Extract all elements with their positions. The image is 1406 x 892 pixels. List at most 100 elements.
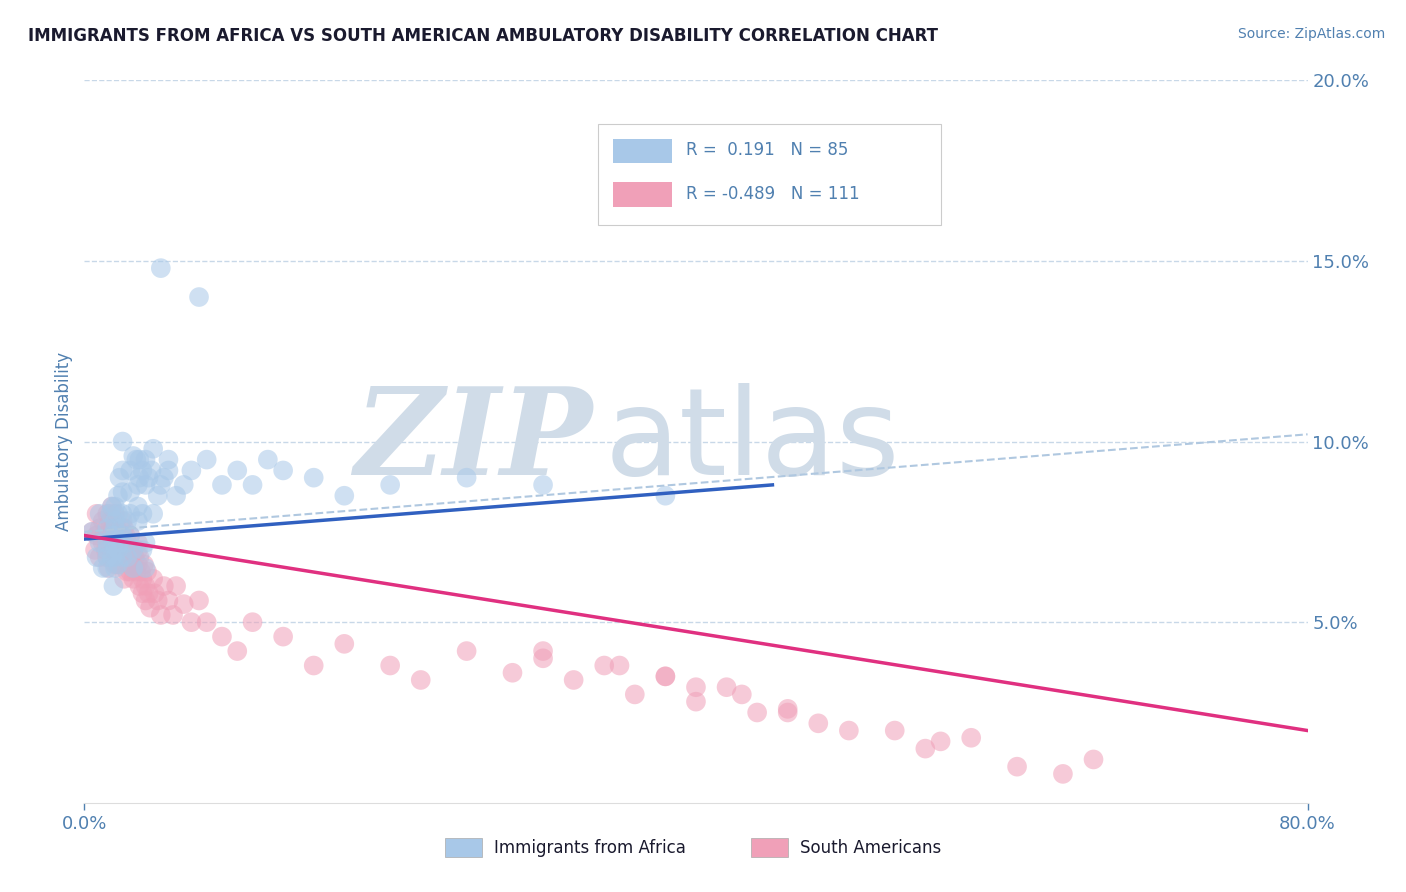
Point	[103, 521, 125, 535]
Point	[86, 507, 108, 521]
Point	[132, 558, 155, 572]
Point	[125, 452, 148, 467]
Point	[380, 478, 402, 492]
Point	[654, 669, 676, 683]
Point	[80, 524, 103, 539]
Point	[111, 463, 134, 477]
Point	[112, 521, 135, 535]
Point	[96, 521, 118, 535]
Text: ZIP: ZIP	[354, 383, 592, 500]
Point	[108, 471, 131, 485]
Point	[104, 561, 127, 575]
Point	[914, 741, 936, 756]
Point	[115, 514, 138, 528]
Point	[142, 507, 165, 521]
Point	[456, 644, 478, 658]
Point	[104, 550, 127, 565]
Point	[103, 579, 125, 593]
FancyBboxPatch shape	[613, 182, 672, 207]
Point	[531, 644, 554, 658]
Point	[110, 542, 132, 557]
Point	[502, 665, 524, 680]
Point	[776, 702, 799, 716]
Point	[654, 489, 676, 503]
Point	[114, 528, 136, 542]
Point	[103, 535, 125, 549]
Point	[84, 542, 107, 557]
FancyBboxPatch shape	[751, 838, 787, 857]
Point	[1005, 760, 1028, 774]
Point	[124, 550, 146, 565]
Point	[271, 463, 294, 477]
Point	[127, 558, 149, 572]
Text: South Americans: South Americans	[800, 838, 941, 856]
Point	[624, 687, 647, 701]
Point	[122, 542, 145, 557]
Point	[97, 561, 120, 575]
Point	[89, 550, 111, 565]
Point	[101, 550, 124, 565]
Point	[165, 579, 187, 593]
Point	[96, 521, 118, 535]
Point	[838, 723, 860, 738]
Point	[1052, 767, 1074, 781]
Point	[135, 535, 157, 549]
Point	[195, 615, 218, 630]
Point	[180, 615, 202, 630]
Point	[142, 442, 165, 456]
Point	[960, 731, 983, 745]
Point	[242, 615, 264, 630]
Point	[302, 471, 325, 485]
Point	[807, 716, 830, 731]
Point	[96, 535, 118, 549]
Point	[141, 463, 163, 477]
Point	[195, 452, 218, 467]
Point	[108, 535, 131, 549]
Point	[128, 550, 150, 565]
Point	[138, 586, 160, 600]
Point	[80, 524, 103, 539]
Point	[242, 478, 264, 492]
Point	[226, 644, 249, 658]
Point	[153, 471, 176, 485]
Point	[96, 561, 118, 575]
Point	[685, 695, 707, 709]
Point	[333, 637, 356, 651]
Point	[96, 550, 118, 565]
Point	[94, 542, 117, 557]
Point	[122, 542, 145, 557]
FancyBboxPatch shape	[446, 838, 482, 857]
Point	[131, 542, 153, 557]
Point	[122, 572, 145, 586]
Point	[104, 514, 127, 528]
Point	[111, 485, 134, 500]
Point	[121, 558, 143, 572]
Point	[111, 434, 134, 449]
Point	[101, 500, 124, 514]
Point	[127, 478, 149, 492]
Point	[747, 706, 769, 720]
Point	[593, 658, 616, 673]
Point	[115, 550, 138, 565]
Point	[86, 528, 108, 542]
Point	[122, 449, 145, 463]
Text: Immigrants from Africa: Immigrants from Africa	[494, 838, 686, 856]
Point	[97, 535, 120, 549]
Point	[98, 507, 121, 521]
Text: R =  0.191   N = 85: R = 0.191 N = 85	[686, 141, 849, 160]
Text: IMMIGRANTS FROM AFRICA VS SOUTH AMERICAN AMBULATORY DISABILITY CORRELATION CHART: IMMIGRANTS FROM AFRICA VS SOUTH AMERICAN…	[28, 27, 938, 45]
Point	[127, 514, 149, 528]
Point	[127, 500, 149, 514]
Text: atlas: atlas	[605, 383, 900, 500]
Point	[98, 514, 121, 528]
Point	[153, 579, 176, 593]
Point	[157, 593, 180, 607]
Point	[271, 630, 294, 644]
Point	[107, 489, 129, 503]
Point	[91, 561, 114, 575]
Point	[120, 565, 142, 579]
Point	[120, 485, 142, 500]
Text: Source: ZipAtlas.com: Source: ZipAtlas.com	[1237, 27, 1385, 41]
Point	[128, 452, 150, 467]
Point	[107, 535, 129, 549]
